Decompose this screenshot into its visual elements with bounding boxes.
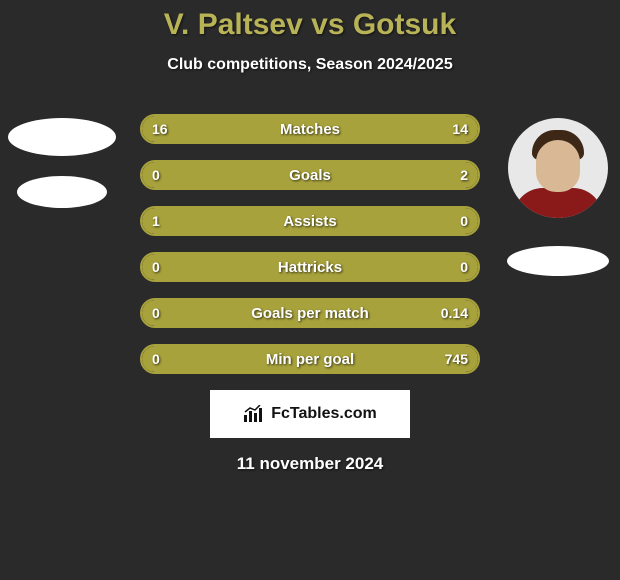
stat-row-hattricks: 0 Hattricks 0: [140, 252, 480, 282]
chart-icon: [243, 405, 265, 423]
avatar-face-shape: [536, 140, 580, 192]
page-title: V. Paltsev vs Gotsuk: [0, 8, 620, 42]
stat-row-goals: 0 Goals 2: [140, 160, 480, 190]
stat-fill-right: [202, 346, 478, 372]
stat-row-goals-per-match: 0 Goals per match 0.14: [140, 298, 480, 328]
stat-fill-right: [202, 300, 478, 326]
branding-text: FcTables.com: [271, 405, 377, 423]
player-left-panel: [6, 118, 118, 208]
stat-row-assists: 1 Assists 0: [140, 206, 480, 236]
player-left-club-placeholder: [17, 176, 107, 208]
stat-row-min-per-goal: 0 Min per goal 745: [140, 344, 480, 374]
stat-fill-right: [404, 208, 478, 234]
stat-fill-left: [142, 116, 320, 142]
player-right-panel: [502, 118, 614, 276]
stat-bars: 16 Matches 14 0 Goals 2 1 Assists 0 0 Ha…: [140, 114, 480, 374]
avatar-body-shape: [513, 188, 603, 218]
comparison-card: V. Paltsev vs Gotsuk Club competitions, …: [0, 0, 620, 474]
player-right-avatar: [508, 118, 608, 218]
subtitle: Club competitions, Season 2024/2025: [0, 56, 620, 74]
stat-fill-left: [142, 254, 310, 280]
stat-row-matches: 16 Matches 14: [140, 114, 480, 144]
stat-fill-left: [142, 346, 202, 372]
stat-fill-right: [202, 162, 478, 188]
stat-fill-right: [320, 116, 478, 142]
player-left-avatar-placeholder: [8, 118, 116, 156]
player-right-club-placeholder: [507, 246, 609, 276]
stat-fill-left: [142, 300, 202, 326]
stat-fill-left: [142, 162, 202, 188]
stat-fill-right: [310, 254, 478, 280]
date-text: 11 november 2024: [0, 454, 620, 474]
branding-link[interactable]: FcTables.com: [210, 390, 410, 438]
stat-fill-left: [142, 208, 404, 234]
